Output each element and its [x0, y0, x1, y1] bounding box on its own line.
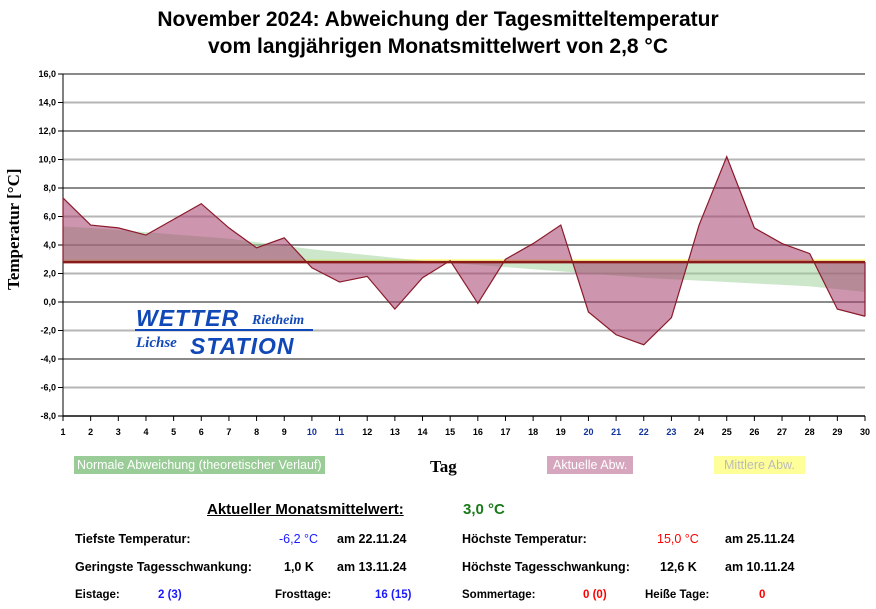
x-tick-label: 4 [143, 427, 148, 437]
x-tick-label: 13 [390, 427, 400, 437]
summer-days-label: Sommertage: [462, 589, 536, 601]
summer-days-value: 0 (0) [583, 589, 607, 601]
x-tick-label: 10 [307, 427, 317, 437]
x-tick-label: 22 [639, 427, 649, 437]
x-axis-label: Tag [430, 457, 457, 476]
max-temp-label: Höchste Temperatur: [462, 532, 587, 546]
x-tick-label: 7 [226, 427, 231, 437]
y-tick-label: -6,0 [40, 383, 56, 393]
ice-days-value: 2 (3) [158, 589, 182, 601]
y-tick-label: 0,0 [43, 297, 56, 307]
y-tick-label: 16,0 [38, 69, 56, 79]
y-tick-label: 8,0 [43, 183, 56, 193]
max-temp-value: 15,0 °C [657, 532, 699, 546]
legend-mean: Mittlere Abw. [714, 456, 805, 474]
y-tick-label: -2,0 [40, 326, 56, 336]
monthly-mean-value: 3,0 °C [463, 501, 505, 518]
x-tick-label: 20 [583, 427, 593, 437]
max-range-label: Höchste Tagesschwankung: [462, 560, 630, 574]
x-tick-label: 29 [832, 427, 842, 437]
x-tick-label: 17 [500, 427, 510, 437]
min-temp-date: am 22.11.24 [337, 532, 407, 546]
y-tick-label: 2,0 [43, 269, 56, 279]
x-tick-label: 28 [805, 427, 815, 437]
x-tick-label: 15 [445, 427, 455, 437]
hot-days-label: Heiße Tage: [645, 589, 710, 601]
x-tick-label: 19 [556, 427, 566, 437]
logo-wetter: WETTER [136, 305, 240, 331]
min-range-date: am 13.11.24 [337, 560, 407, 574]
y-tick-label: 4,0 [43, 240, 56, 250]
logo-lichse: Lichse [136, 335, 177, 351]
chart-title: November 2024: Abweichung der Tagesmitte… [0, 6, 876, 60]
title-line-1: November 2024: Abweichung der Tagesmitte… [157, 8, 719, 31]
x-tick-label: 26 [749, 427, 759, 437]
x-tick-label: 5 [171, 427, 176, 437]
x-tick-label: 16 [473, 427, 483, 437]
x-tick-label: 18 [528, 427, 538, 437]
x-tick-label: 3 [116, 427, 121, 437]
frost-days-label: Frosttage: [275, 589, 332, 601]
x-tick-label: 12 [362, 427, 372, 437]
max-range-date: am 10.11.24 [725, 560, 795, 574]
y-tick-label: 12,0 [38, 126, 56, 136]
actual-deviation-area-line [62, 155, 866, 346]
x-tick-label: 6 [199, 427, 204, 437]
x-tick-label: 2 [88, 427, 93, 437]
x-tick-label: 30 [860, 427, 870, 437]
y-tick-label: -8,0 [40, 411, 56, 421]
logo-rietheim: Rietheim [252, 313, 305, 328]
min-temp-label: Tiefste Temperatur: [75, 532, 191, 546]
title-line-2: vom langjährigen Monatsmittelwert von 2,… [208, 35, 668, 58]
mean-deviation-band [63, 259, 865, 263]
x-tick-label: 14 [418, 427, 428, 437]
x-tick-label: 1 [60, 427, 65, 437]
ice-days-label: Eistage: [75, 589, 120, 601]
frost-days-value: 16 (15) [375, 589, 412, 601]
x-tick-label: 9 [282, 427, 287, 437]
y-tick-label: 10,0 [38, 155, 56, 165]
actual-deviation-area [63, 156, 865, 345]
min-range-label: Geringste Tagesschwankung: [75, 560, 252, 574]
logo-divider [135, 329, 313, 331]
x-tick-label: 24 [694, 427, 704, 437]
min-temp-value: -6,2 °C [279, 532, 319, 546]
legend-normal: Normale Abweichung (theoretischer Verlau… [74, 456, 325, 474]
x-tick-label: 25 [722, 427, 732, 437]
hot-days-value: 0 [759, 589, 766, 601]
y-tick-label: -4,0 [40, 354, 56, 364]
x-tick-label: 23 [666, 427, 676, 437]
chart-plot: -8,0 -6,0 -4,0 -2,0 0,0 2,0 4,0 6,0 8,0 10,0 12,0 1… [38, 69, 870, 437]
min-range-value: 1,0 K [284, 560, 314, 574]
max-range-value: 12,6 K [660, 560, 697, 574]
y-tick-label: 6,0 [43, 212, 56, 222]
x-tick-label: 8 [254, 427, 259, 437]
y-tick-label: 14,0 [38, 98, 56, 108]
legend-actual: Aktuelle Abw. [547, 456, 634, 474]
y-axis-label: Temperatur [°C] [4, 168, 23, 290]
logo-station: STATION [190, 333, 295, 359]
max-temp-date: am 25.11.24 [725, 532, 795, 546]
x-tick-label: 27 [777, 427, 787, 437]
monthly-mean-label: Aktueller Monatsmittelwert: [207, 501, 404, 518]
x-tick-label: 21 [611, 427, 621, 437]
x-tick-label: 11 [335, 427, 345, 437]
